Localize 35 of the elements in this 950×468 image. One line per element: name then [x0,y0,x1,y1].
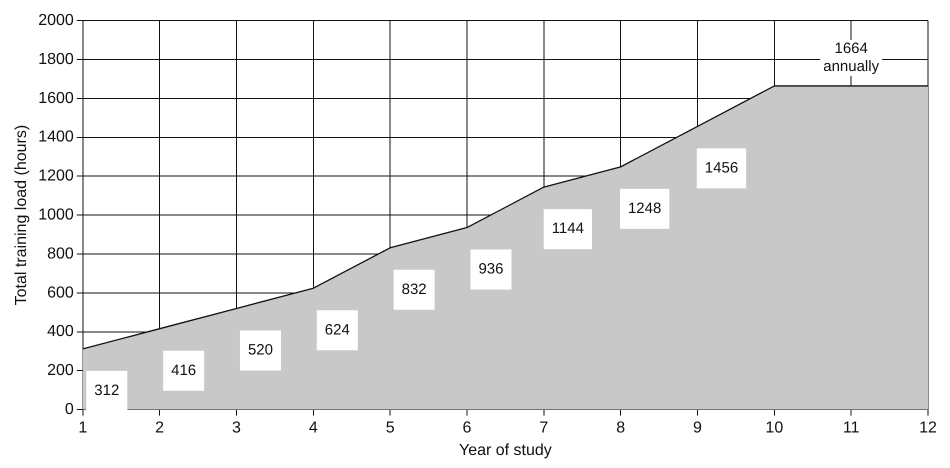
x-tick-label: 2 [155,420,164,437]
x-tick-label: 1 [78,420,88,437]
x-tick-label: 4 [308,420,318,437]
data-label: 624 [324,321,350,338]
data-label: 832 [402,280,427,298]
y-tick-label: 1400 [38,128,74,146]
y-tick-label: 800 [47,245,74,262]
y-tick-label: 1600 [38,90,74,107]
y-tick-label: 1800 [38,50,74,68]
y-tick-label: 1200 [38,168,74,185]
x-tick-label: 6 [462,420,472,437]
y-tick-label: 1000 [38,206,74,224]
y-tick-label: 0 [64,401,74,418]
data-label: 936 [478,260,504,278]
x-tick-label: 11 [842,420,860,437]
data-label: 1248 [628,200,662,218]
x-tick-label: 12 [919,420,937,437]
x-axis-title: Year of study [458,442,552,459]
y-axis-title: Total training load (hours) [13,124,30,306]
x-tick-label: 3 [232,420,242,437]
y-tick-label: 2000 [38,12,74,30]
x-tick-label: 8 [616,420,626,437]
data-label: 416 [171,362,196,379]
annotation: 1664 annually [823,40,880,76]
data-label: 520 [248,342,273,359]
data-label: 312 [94,382,120,400]
y-tick-label: 200 [47,362,74,380]
x-tick-label: 10 [765,420,784,437]
x-tick-label: 9 [693,420,702,437]
data-label: 1144 [552,220,584,238]
y-tick-label: 400 [47,323,74,340]
x-tick-label: 5 [386,420,395,437]
y-tick-label: 600 [47,284,74,302]
data-label: 1456 [704,160,738,177]
x-tick-label: 7 [539,420,548,437]
